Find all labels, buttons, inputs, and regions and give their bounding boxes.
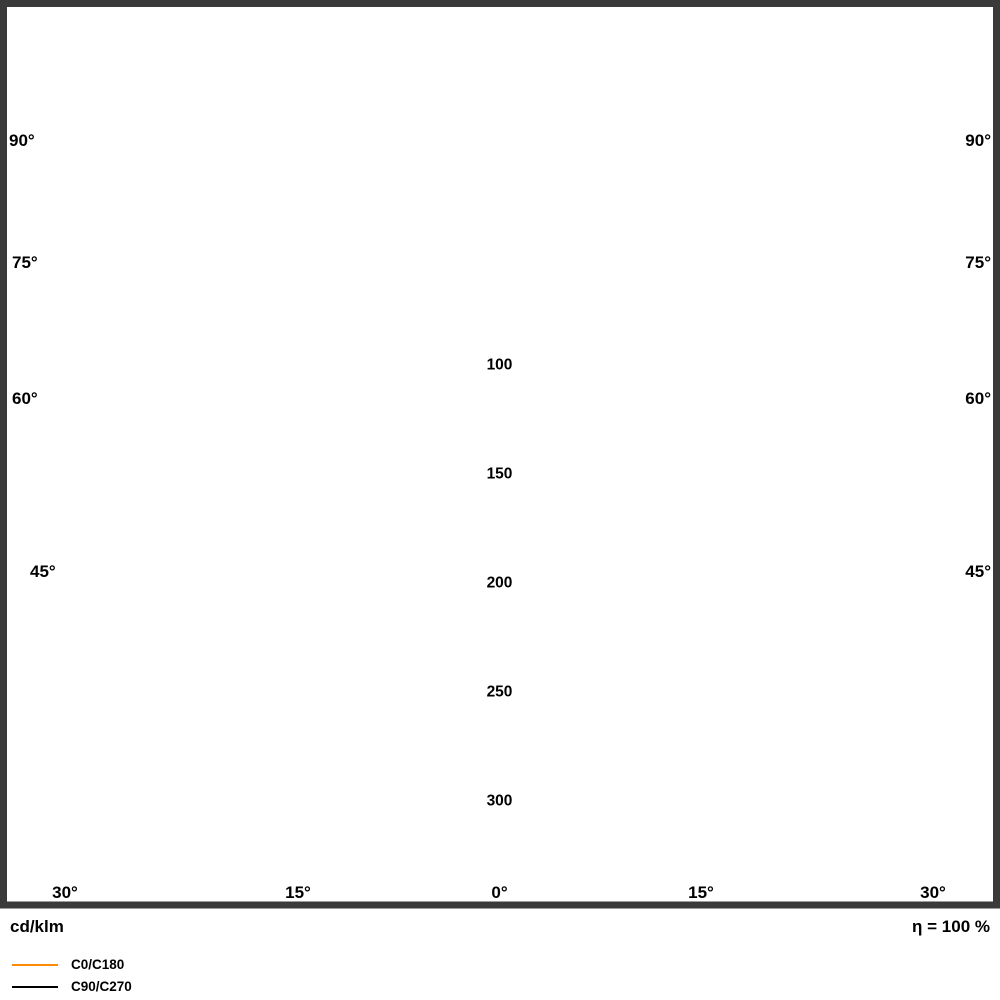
legend-swatch-c90-c270: [12, 986, 58, 988]
angle-tick-bottom-2: 0°: [491, 883, 507, 902]
curve-c90-c270-fill: [92, 139, 908, 763]
grid-spoke-345: [277, 244, 471, 969]
angle-tick-left-90°: 90°: [9, 131, 35, 150]
plot-frame: [0, 0, 1000, 909]
angle-tick-left-60°: 60°: [12, 389, 38, 408]
angle-tick-left-45°: 45°: [30, 562, 56, 581]
legend-item-c0-c180: C0/C180: [12, 954, 132, 976]
angle-tick-right-60°: 60°: [965, 389, 991, 408]
angle-tick-left-75°: 75°: [12, 253, 38, 272]
angle-tick-bottom-4: 30°: [920, 883, 946, 902]
legend-swatch-c0-c180: [12, 964, 58, 966]
grid-spoke-300: [0, 193, 405, 569]
grid-ring-300: [0, 0, 1000, 793]
legend-label-c0-c180: C0/C180: [71, 957, 125, 973]
grid-ring-50: [391, 30, 609, 248]
grid-spoke-285: [0, 167, 394, 361]
angle-tick-right-75°: 75°: [965, 253, 991, 272]
grid-spoke-315: [0, 216, 422, 747]
grid-spoke-75: [605, 167, 1000, 361]
grid-spoke-135: [577, 0, 1000, 61]
radial-tick-label-100: 100: [487, 357, 513, 374]
grid-spoke-330: [70, 233, 446, 883]
grid-ring-350: [0, 0, 1000, 902]
grid-spoke-225: [0, 0, 422, 61]
legend: C0/C180 C90/C270: [12, 954, 132, 998]
grid-spoke-120: [594, 0, 1000, 84]
unit-label: cd/klm: [10, 917, 64, 936]
curve-c0-c180-fill: [203, 139, 797, 758]
grid-ring-150: [173, 0, 827, 466]
radial-tick-label-150: 150: [487, 466, 513, 483]
radial-tick-label-250: 250: [487, 684, 513, 701]
light-output-ratio-label: η = 100 %: [912, 917, 990, 936]
radial-tick-label-300: 300: [487, 793, 513, 810]
angle-tick-right-90°: 90°: [965, 131, 991, 150]
radial-tick-label-200: 200: [487, 575, 513, 592]
legend-label-c90-c270: C90/C270: [71, 979, 132, 995]
grid-spoke-45: [577, 216, 1000, 747]
grid-spoke-30: [554, 233, 930, 883]
angle-tick-bottom-1: 15°: [285, 883, 311, 902]
legend-item-c90-c270: C90/C270: [12, 976, 132, 998]
angle-tick-right-45°: 45°: [965, 562, 991, 581]
grid-spoke-15: [528, 244, 722, 969]
grid-spoke-240: [0, 0, 405, 84]
grid-ring-200: [64, 0, 936, 575]
grid-spoke-105: [605, 0, 1000, 110]
grid-ring-100: [282, 0, 718, 357]
grid-spoke-60: [594, 193, 1000, 569]
luminaire-icon: [482, 127, 518, 153]
curve-c0-c180: [203, 139, 797, 758]
angle-tick-bottom-0: 30°: [52, 883, 78, 902]
grid-spoke-255: [0, 0, 394, 110]
angle-tick-bottom-3: 15°: [688, 883, 714, 902]
curve-c90-c270: [92, 139, 908, 763]
